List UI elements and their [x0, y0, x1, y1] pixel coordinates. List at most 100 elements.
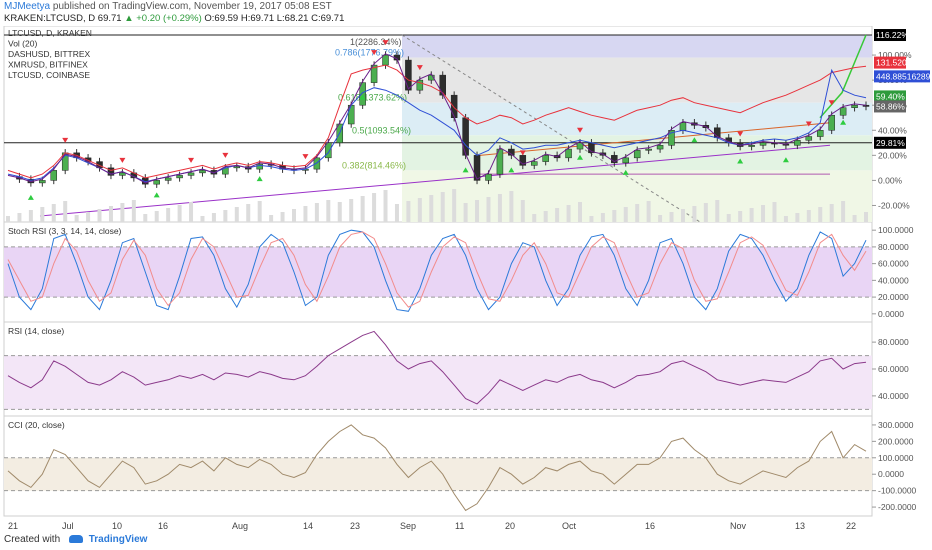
symbol-label: KRAKEN:LTCUSD, D: [4, 13, 96, 24]
volume-bar: [6, 216, 10, 222]
volume-bar: [440, 192, 445, 222]
volume-bar: [818, 207, 823, 222]
candle-body: [759, 142, 767, 146]
volume-bar: [772, 202, 777, 222]
y-tick-label: 40.00%: [878, 125, 907, 135]
volume-bar: [360, 196, 365, 222]
volume-bar: [680, 209, 685, 222]
price-badge-label: 131.520: [876, 58, 907, 68]
candle-body: [805, 136, 813, 141]
fib-zone-middle: [402, 102, 872, 136]
candle-body: [576, 142, 584, 150]
candle-body: [633, 150, 641, 159]
price-badge: [874, 90, 906, 103]
price-badge-label: 29.81%: [876, 138, 905, 148]
sell-arrow-icon: [577, 127, 583, 133]
y-tick-label: 80.0000: [878, 337, 909, 347]
buy-arrow-icon: [577, 154, 583, 160]
price-badge: [874, 100, 906, 113]
volume-bar: [761, 205, 766, 222]
footer: Created with TradingView: [4, 534, 147, 545]
candle-body: [485, 173, 492, 181]
volume-bar: [246, 204, 251, 222]
price-badge: [874, 136, 906, 149]
x-tick-label: Nov: [730, 521, 747, 531]
volume-bar: [658, 215, 663, 222]
candle-body: [473, 155, 481, 181]
y-tick-label: 0.0000: [878, 469, 904, 479]
author-link[interactable]: MJMeetya: [4, 1, 51, 12]
volume-bar: [635, 204, 640, 222]
candle-body: [199, 170, 206, 174]
volume-bar: [200, 216, 205, 222]
x-tick-label: 13: [795, 521, 805, 531]
y-tick-label: 300.0000: [878, 420, 914, 430]
volume-bar: [463, 203, 468, 222]
x-tick-label: 14: [303, 521, 313, 531]
buy-arrow-icon: [782, 157, 789, 163]
volume-bar: [497, 194, 502, 222]
volume-bar: [97, 209, 102, 222]
volume-bar: [841, 201, 846, 222]
stoch-rsi-label: Stoch RSI (3, 3, 14, 14, close): [8, 226, 122, 236]
volume-bar: [783, 216, 788, 222]
volume-bar: [475, 200, 480, 222]
volume-bar: [852, 215, 857, 222]
candle-body: [313, 157, 321, 170]
volume-bar: [51, 204, 56, 222]
x-tick-label: Jul: [62, 521, 74, 531]
candle-body: [656, 145, 664, 150]
candle-body: [153, 180, 160, 185]
sell-arrow-icon: [519, 150, 526, 156]
y-tick-label: 60.0000: [878, 364, 909, 374]
volume-bar: [406, 201, 411, 222]
volume-bar: [211, 213, 216, 222]
candle-body: [428, 74, 435, 81]
candle-body: [187, 172, 195, 176]
buy-arrow-icon: [622, 169, 629, 175]
price-badge: [874, 29, 906, 42]
fib-label: 1(2286.34%): [350, 37, 402, 47]
series-name-label: XMRUSD, BITFINEX: [8, 60, 88, 70]
y-tick-label: 200.0000: [878, 436, 914, 446]
candle-body: [496, 148, 504, 175]
candle-body: [382, 54, 389, 66]
band-fill-2: [4, 355, 872, 410]
buy-arrow-icon: [27, 194, 34, 200]
volume-bar: [28, 210, 33, 222]
candle-body: [39, 180, 46, 184]
volume-bar: [864, 212, 868, 222]
price-badge: [874, 56, 906, 69]
volume-bar: [566, 205, 571, 222]
volume-bar: [257, 201, 262, 222]
volume-bar: [669, 212, 674, 222]
volume-bar: [108, 206, 113, 222]
tradingview-brand[interactable]: TradingView: [88, 534, 148, 545]
band-fill-1: [4, 246, 872, 298]
tradingview-logo-icon: [68, 535, 83, 544]
candle-body: [565, 148, 572, 159]
chart-canvas[interactable]: 1(2286.34%)0.786(1776.79%) 0.618(1373.62%…: [0, 26, 932, 546]
volume-bar: [806, 210, 811, 222]
volume-bar: [429, 195, 434, 222]
volume-bar: [520, 200, 525, 222]
series-line-main-2: [7, 68, 867, 183]
sell-arrow-icon: [222, 152, 229, 158]
volume-bar: [292, 209, 296, 222]
sell-arrow-icon: [62, 137, 69, 143]
fib-zone-top: [402, 35, 872, 58]
x-tick-label: 22: [846, 521, 856, 531]
y-tick-label: 100.0000: [878, 453, 914, 463]
series-line-main-3: [7, 53, 867, 184]
sell-arrow-icon: [805, 121, 812, 127]
x-tick-label: 16: [645, 521, 655, 531]
volume-bar: [154, 211, 159, 222]
volume-bar: [578, 202, 582, 222]
sell-arrow-icon: [371, 50, 378, 56]
candle-body: [816, 130, 824, 137]
band-fill-3: [4, 457, 872, 491]
candle-body: [176, 175, 183, 179]
buy-arrow-icon: [256, 176, 263, 182]
volume-bar: [738, 211, 743, 222]
symbol-line: KRAKEN:LTCUSD, D 69.71 ▲ +0.20 (+0.29%) …: [4, 13, 344, 24]
